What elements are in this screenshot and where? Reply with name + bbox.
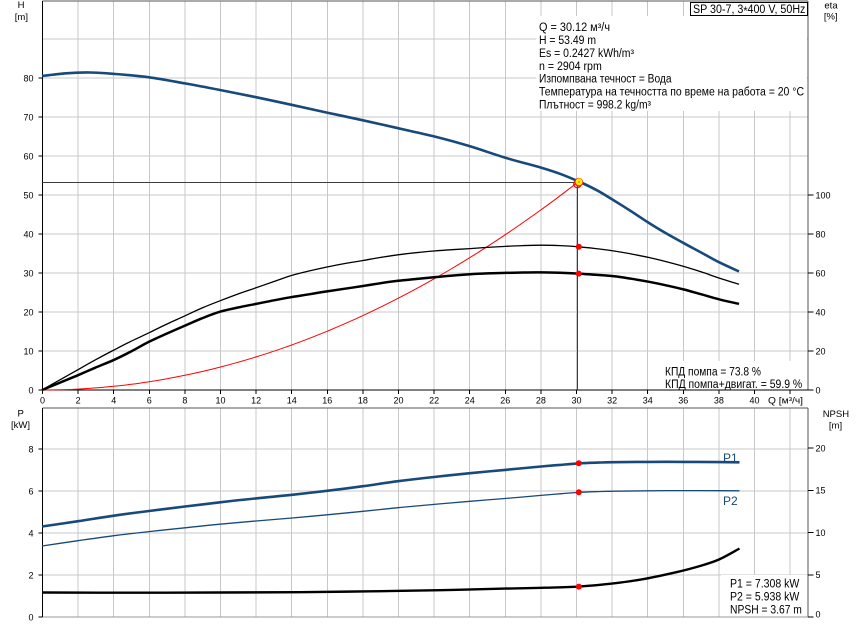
svg-text:36: 36: [678, 396, 688, 406]
svg-text:6: 6: [28, 486, 33, 496]
svg-text:40: 40: [816, 307, 826, 317]
svg-text:10: 10: [23, 346, 33, 356]
svg-text:20: 20: [816, 346, 826, 356]
svg-text:[m]: [m]: [15, 12, 28, 23]
svg-text:24: 24: [465, 396, 475, 406]
svg-text:30: 30: [23, 268, 33, 278]
svg-text:SP 30-7, 3*400 V, 50Hz: SP 30-7, 3*400 V, 50Hz: [693, 4, 806, 18]
svg-text:10: 10: [816, 528, 826, 538]
svg-text:38: 38: [714, 396, 724, 406]
svg-text:КПД помпа = 73.8 %: КПД помпа = 73.8 %: [665, 366, 761, 378]
svg-text:18: 18: [358, 396, 368, 406]
svg-text:14: 14: [287, 396, 297, 406]
svg-text:Плътност = 998.2 kg/m³: Плътност = 998.2 kg/m³: [539, 100, 651, 112]
svg-text:0: 0: [816, 385, 821, 395]
svg-text:5: 5: [816, 570, 821, 580]
svg-text:КПД помпа+двигат. = 59.9 %: КПД помпа+двигат. = 59.9 %: [665, 379, 802, 391]
svg-text:2: 2: [76, 396, 81, 406]
svg-text:P2: P2: [723, 494, 738, 508]
svg-text:NPSH = 3.67 m: NPSH = 3.67 m: [730, 605, 802, 617]
svg-text:0: 0: [40, 396, 45, 406]
svg-text:50: 50: [23, 190, 33, 200]
svg-text:80: 80: [23, 73, 33, 83]
svg-text:0: 0: [28, 612, 33, 622]
svg-text:Изпомпвана течност = Вода: Изпомпвана течност = Вода: [539, 74, 672, 86]
svg-text:P: P: [18, 408, 24, 419]
svg-text:H = 53.49 m: H = 53.49 m: [539, 35, 596, 47]
svg-text:8: 8: [28, 444, 33, 454]
svg-text:0: 0: [28, 385, 33, 395]
svg-text:40: 40: [749, 396, 759, 406]
svg-text:12: 12: [251, 396, 261, 406]
svg-text:4: 4: [111, 396, 116, 406]
svg-text:2: 2: [28, 570, 33, 580]
svg-text:28: 28: [536, 396, 546, 406]
svg-text:P2 = 5.938 kW: P2 = 5.938 kW: [730, 592, 799, 604]
svg-text:26: 26: [500, 396, 510, 406]
svg-text:P1 = 7.308 kW: P1 = 7.308 kW: [730, 579, 799, 591]
svg-text:34: 34: [643, 396, 653, 406]
svg-text:8: 8: [182, 396, 187, 406]
svg-text:80: 80: [816, 229, 826, 239]
svg-text:[%]: [%]: [824, 12, 838, 23]
svg-text:Q [м³/ч]: Q [м³/ч]: [768, 396, 803, 406]
svg-text:eta: eta: [824, 0, 838, 11]
svg-text:n = 2904 rpm: n = 2904 rpm: [539, 61, 602, 73]
svg-text:20: 20: [393, 396, 403, 406]
svg-text:70: 70: [23, 112, 33, 122]
svg-text:Q = 30.12 м³/ч: Q = 30.12 м³/ч: [539, 22, 610, 34]
svg-text:16: 16: [322, 396, 332, 406]
svg-text:P1: P1: [723, 451, 738, 465]
svg-text:60: 60: [816, 268, 826, 278]
svg-text:30: 30: [571, 396, 581, 406]
svg-text:60: 60: [23, 151, 33, 161]
svg-text:40: 40: [23, 229, 33, 239]
svg-text:100: 100: [816, 190, 831, 200]
svg-text:32: 32: [607, 396, 617, 406]
svg-text:6: 6: [147, 396, 152, 406]
svg-text:H: H: [18, 0, 25, 11]
svg-text:0: 0: [816, 609, 821, 619]
svg-text:Температура на течността по вр: Температура на течността по време на раб…: [539, 87, 804, 99]
svg-text:20: 20: [816, 444, 826, 454]
svg-text:22: 22: [429, 396, 439, 406]
svg-text:[m]: [m]: [829, 420, 842, 431]
svg-text:4: 4: [28, 528, 33, 538]
svg-text:10: 10: [215, 396, 225, 406]
svg-text:[kW]: [kW]: [11, 420, 30, 431]
svg-text:15: 15: [816, 486, 826, 496]
svg-text:NPSH: NPSH: [823, 409, 850, 420]
svg-text:20: 20: [23, 307, 33, 317]
svg-text:Es = 0.2427 kWh/m³: Es = 0.2427 kWh/m³: [539, 48, 634, 60]
